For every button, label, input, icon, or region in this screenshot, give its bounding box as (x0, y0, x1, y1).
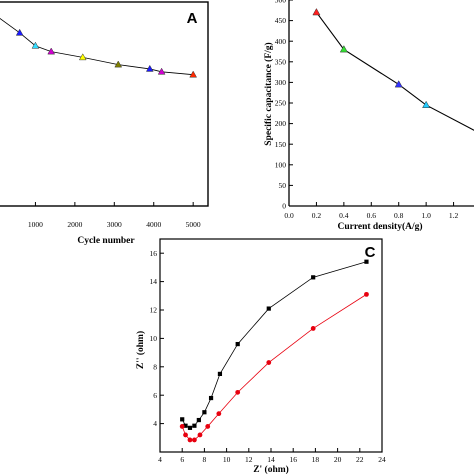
panel-c-y-tick-label-2: 8 (153, 362, 157, 371)
panel-b-y-tick-label-2: 100 (275, 160, 287, 169)
panel-b-y-tick-label-10: 500 (275, 0, 287, 5)
panel-b-point-0 (312, 8, 321, 16)
panel-a-point-1 (15, 28, 24, 36)
panel-b-y-tick-label-3: 150 (275, 140, 287, 149)
panel-c-series-0-line (181, 261, 367, 429)
panel-c-x-tick-label-5: 14 (267, 455, 275, 464)
panel-c-series-1-point-0 (179, 424, 185, 429)
panel-b-y-axis-label: Specific capacitance (F/g) (263, 42, 274, 145)
panel-b-y-tick-label-6: 300 (275, 78, 287, 87)
panel-c-series-0-point-5 (202, 410, 207, 415)
panel-c-y-tick-label-5: 14 (150, 277, 158, 286)
panel-c-y-tick-label-3: 10 (150, 334, 158, 343)
panel-b-series-line (315, 12, 474, 131)
panel-c-series-0-point-1 (183, 423, 188, 428)
panel-a-point-3 (47, 47, 56, 55)
panel-c-series-1-point-4 (197, 432, 203, 438)
panel-c-series-0-point-9 (266, 306, 271, 311)
panel-a-point-7 (157, 67, 166, 75)
panel-a-point-8 (189, 70, 198, 78)
panel-b-x-tick-label-1: 0.2 (312, 211, 322, 220)
panel-a-point-2 (31, 41, 40, 49)
panel-a-x-tick-label-0: 1000 (28, 220, 43, 229)
panel-c-x-tick-label-9: 22 (356, 455, 364, 464)
panel-a-series-line (0, 17, 194, 76)
panel-c-series-0-point-8 (235, 341, 240, 347)
panel-b-y-tick-label-1: 50 (279, 181, 287, 190)
panel-c-x-tick-label-6: 16 (289, 455, 297, 464)
panel-b-x-tick-label-4: 0.8 (394, 211, 404, 220)
panel-b-point-1 (339, 45, 348, 53)
panel-b-point-3 (422, 100, 431, 108)
panel-b-x-tick-label-5: 1.0 (421, 211, 431, 220)
panel-c-series-1-point-10 (364, 291, 369, 297)
panel-c-series-0-point-4 (196, 417, 201, 423)
panel-c-series-1-point-7 (235, 389, 241, 395)
panel-b: 0.00.20.40.60.81.01.21.40501001502002503… (263, 0, 474, 232)
panel-c-x-tick-label-7: 18 (312, 455, 320, 464)
panel-b-y-tick-label-0: 0 (282, 202, 286, 211)
panel-c-series-1-line (181, 294, 367, 441)
panel-c-x-tick-label-1: 6 (180, 455, 184, 464)
panel-a-frame (0, 1, 209, 207)
panel-a-x-tick-label-1: 2000 (67, 220, 82, 229)
panel-b-x-tick-label-6: 1.2 (449, 211, 459, 220)
panel-c-series-0-point-11 (364, 259, 369, 264)
panel-c-series-0-point-2 (187, 425, 193, 430)
panel-c-x-tick-label-10: 24 (378, 455, 386, 464)
panel-a: A 1000 2000 3000 4000 5000 Cycle number (0, 1, 209, 246)
panel-c-series-1-point-6 (216, 411, 222, 417)
panel-c-y-tick-label-6: 16 (150, 249, 158, 258)
panel-b-y-tick-label-4: 200 (275, 119, 287, 128)
panel-c-y-tick-label-4: 12 (150, 306, 158, 315)
panel-c-series-0-point-3 (192, 423, 197, 428)
panel-c-y-axis-label: Z'' (ohm) (135, 331, 146, 369)
panel-c-series-0-point-0 (180, 417, 185, 422)
panel-c-y-tick-label-1: 6 (153, 391, 157, 400)
panel-a-point-6 (145, 64, 154, 72)
panel-c-series-0-point-7 (217, 371, 223, 376)
panel-a-label: A (187, 10, 198, 27)
panel-b-x-tick-label-2: 0.4 (339, 211, 349, 220)
panel-b-y-tick-label-9: 450 (275, 16, 287, 25)
panel-c-series-1-point-8 (266, 360, 272, 365)
panel-a-point-5 (114, 60, 123, 68)
panel-c-x-tick-label-8: 20 (334, 455, 342, 464)
panel-c-series-1-point-5 (205, 424, 211, 429)
panel-c-series-1-point-1 (183, 432, 188, 438)
panel-c-x-tick-label-0: 4 (158, 455, 162, 464)
panel-a-x-tick-label-2: 3000 (107, 220, 122, 229)
panel-c: C 4 6 8 10 12 14 16 18 20 22 24 4 6 8 10 12 14 16 Z' (ohm… (135, 238, 386, 474)
panel-b-y-tick-label-5: 250 (275, 99, 287, 108)
panel-a-point-4 (78, 53, 87, 61)
panel-c-label: C (365, 244, 376, 261)
panel-c-x-tick-label-3: 10 (223, 455, 231, 464)
panel-b-y-tick-label-8: 400 (275, 37, 287, 46)
panel-a-x-tick-label-4: 5000 (186, 220, 201, 229)
panel-a-x-axis-label: Cycle number (77, 236, 135, 246)
panel-b-x-tick-label-3: 0.6 (367, 211, 377, 220)
panel-c-series-0-point-6 (208, 395, 214, 401)
panel-c-series-1-point-3 (192, 437, 197, 443)
panel-b-point-2 (394, 80, 403, 88)
panel-c-x-tick-label-4: 12 (245, 455, 253, 464)
panel-c-series-1-point-9 (310, 326, 316, 331)
panel-b-y-tick-label-7: 350 (275, 57, 287, 66)
panel-c-x-axis-label: Z' (ohm) (253, 464, 289, 474)
panel-b-x-tick-label-0: 0.0 (284, 211, 294, 220)
panel-c-x-tick-label-2: 8 (203, 455, 207, 464)
panel-c-frame (159, 238, 383, 453)
panel-a-x-tick-label-3: 4000 (146, 220, 161, 229)
panel-c-y-tick-label-0: 4 (153, 419, 157, 428)
panel-c-series-0-point-10 (311, 275, 316, 280)
panel-c-series-1-point-2 (187, 437, 193, 443)
panel-b-x-axis-label: Current density(A/g) (337, 221, 422, 232)
